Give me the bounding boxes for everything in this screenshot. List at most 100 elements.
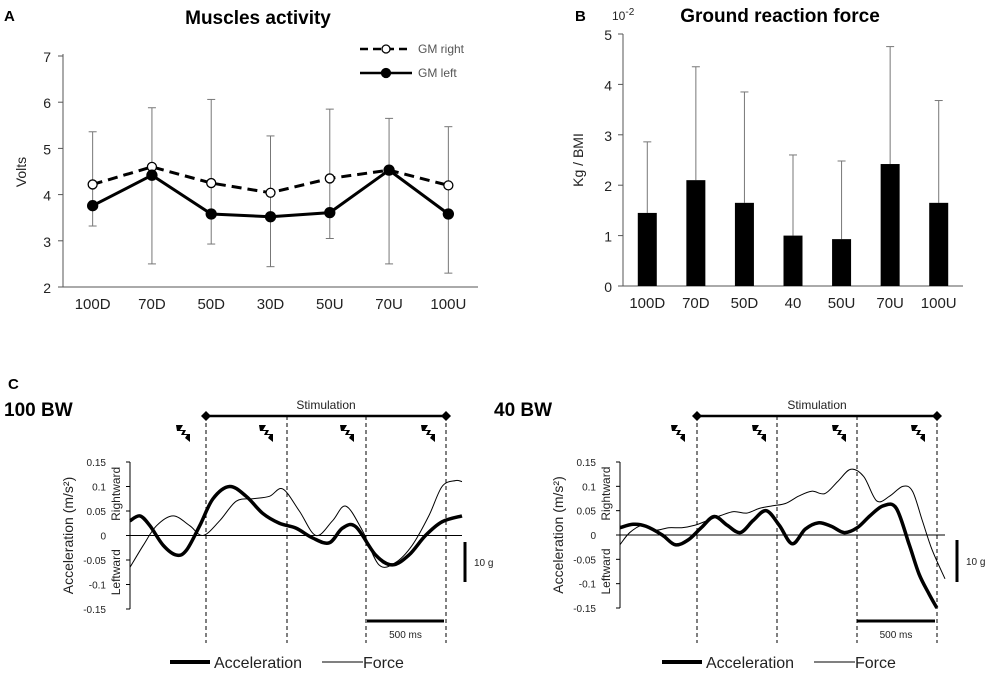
chart-a-data-point bbox=[87, 179, 98, 190]
stimulation-bolt-icon bbox=[832, 425, 846, 442]
chart-b-x-tick-label: 100U bbox=[921, 295, 957, 312]
chart-c-y-tick-label: 0.05 bbox=[87, 507, 107, 518]
stimulation-bolt-icon bbox=[176, 425, 190, 442]
chart-a-y-tick-label: 7 bbox=[43, 49, 51, 65]
chart-c-time-scale-label: 500 ms bbox=[389, 630, 422, 641]
chart-a-x-tick-label: 50D bbox=[197, 296, 225, 313]
chart-c-y-tick-label: 0.1 bbox=[92, 483, 106, 494]
chart-c-legend-force-label: Force bbox=[363, 655, 404, 672]
chart-b-x-tick-label: 70D bbox=[682, 295, 710, 312]
chart-b-x-tick-label: 50U bbox=[828, 295, 856, 312]
chart-c-force-scale-label: 10 g bbox=[966, 557, 985, 568]
chart-c-direction-left: Leftward bbox=[599, 548, 613, 594]
chart-a-data-point bbox=[146, 169, 158, 181]
stimulation-bolt-icon bbox=[671, 425, 685, 442]
chart-a-x-tick-label: 30D bbox=[257, 296, 285, 313]
chart-a-title: Muscles activity bbox=[185, 8, 331, 29]
chart-b-bar bbox=[929, 202, 949, 286]
chart-a-data-point bbox=[205, 208, 217, 220]
chart-c-direction-left: Leftward bbox=[109, 549, 123, 595]
chart-c-y-tick-label: 0 bbox=[590, 531, 596, 542]
chart-a-data-point bbox=[264, 211, 277, 223]
chart-c-stimulation-label: Stimulation bbox=[787, 398, 846, 412]
chart-c-y-tick-label: 0 bbox=[100, 532, 106, 543]
chart-b-y-tick-label: 3 bbox=[604, 128, 612, 144]
chart-a-y-tick-label: 5 bbox=[43, 141, 51, 157]
stimulation-bolt-icon bbox=[259, 425, 273, 442]
chart-b-bar bbox=[832, 239, 852, 286]
chart-a-legend-label: GM right bbox=[418, 42, 465, 56]
stimulation-bolt-icon bbox=[911, 425, 925, 442]
chart-c-y-tick-label: -0.05 bbox=[83, 556, 106, 567]
chart-c-legend-acceleration-label: Acceleration bbox=[214, 655, 302, 672]
panel-letter-c: C bbox=[8, 376, 19, 393]
chart-b-y-tick-label: 1 bbox=[604, 229, 612, 245]
chart-c-time-scale-label: 500 ms bbox=[880, 630, 913, 641]
chart-a-legend-marker bbox=[380, 67, 392, 79]
chart-b-x-tick-label: 40 bbox=[785, 295, 802, 312]
chart-c-y-tick-label: -0.1 bbox=[579, 580, 597, 591]
chart-c-force-scale-label: 10 g bbox=[474, 558, 493, 569]
chart-c2-title: 40 BW bbox=[494, 400, 552, 421]
chart-b-bar bbox=[734, 202, 754, 286]
chart-a-x-tick-label: 70D bbox=[138, 296, 166, 313]
chart-a-data-point bbox=[383, 164, 395, 176]
chart-b-plot: 0 1 2 3 4 5 100D 70D 50D 40 50U 70U 100U bbox=[604, 27, 963, 312]
chart-c-force-line bbox=[129, 479, 463, 568]
chart-c-y-tick-label: -0.05 bbox=[573, 555, 596, 566]
chart-a-data-point bbox=[206, 177, 217, 189]
chart-b-bar bbox=[783, 235, 803, 286]
chart-c-force-line bbox=[619, 468, 946, 580]
panel-letter-a: A bbox=[4, 8, 15, 25]
chart-b-y-tick-label: 4 bbox=[604, 77, 612, 93]
chart-a-y-tick-label: 4 bbox=[43, 188, 51, 204]
chart-a-ylabel: Volts bbox=[13, 157, 29, 187]
chart-c-y-tick-label: 0.05 bbox=[577, 507, 597, 518]
chart-a-data-point bbox=[324, 206, 336, 219]
chart-a-y-tick-label: 2 bbox=[43, 280, 51, 296]
chart-a-plot: 2 3 4 5 6 7 100D 70D 50D 30D 50U 70U 100U GM right GM … bbox=[43, 42, 478, 313]
chart-b-title: Ground reaction force bbox=[680, 6, 880, 27]
chart-c-acceleration-line bbox=[129, 484, 463, 567]
chart-c-y-tick-label: -0.15 bbox=[83, 605, 106, 616]
chart-b-y-tick-label: 0 bbox=[604, 279, 612, 295]
chart-c-legend-acceleration-label: Acceleration bbox=[706, 655, 794, 672]
chart-a-data-point bbox=[324, 173, 335, 184]
chart-a-data-point bbox=[443, 180, 454, 191]
chart-b-x-tick-label: 50D bbox=[731, 295, 759, 312]
chart-b-y-tick-label: 5 bbox=[604, 27, 612, 43]
chart-a-data-point bbox=[86, 200, 99, 212]
chart-c-acceleration-line bbox=[619, 502, 939, 609]
stimulation-bolt-icon bbox=[421, 425, 435, 442]
chart-b-bar bbox=[880, 164, 900, 286]
chart-c-y-tick-label: -0.1 bbox=[89, 581, 107, 592]
stimulation-bolt-icon bbox=[340, 425, 354, 442]
chart-a-x-tick-label: 50U bbox=[316, 296, 344, 313]
chart-c-y-tick-label: 0.15 bbox=[577, 458, 597, 469]
chart-b-x-tick-label: 70U bbox=[876, 295, 904, 312]
chart-a-y-tick-label: 6 bbox=[43, 95, 51, 111]
chart-b-x-tick-label: 100D bbox=[629, 295, 665, 312]
chart-c-direction-right: Rightward bbox=[599, 467, 613, 521]
chart-c1-title: 100 BW bbox=[4, 400, 73, 421]
chart-c-y-tick-label: 0.15 bbox=[87, 458, 107, 469]
chart-b-bar bbox=[637, 212, 657, 286]
chart-b-ylabel: Kg / BMI bbox=[570, 133, 586, 187]
chart-c1-plot: Acceleration (m/s²) RightwardLeftward0.15… bbox=[60, 398, 493, 672]
chart-a-x-tick-label: 70U bbox=[375, 296, 403, 313]
chart-a-data-point bbox=[265, 187, 276, 198]
chart-c2-plot: Acceleration (m/s²) RightwardLeftward0.15… bbox=[550, 398, 985, 672]
chart-b-y-tick-label: 2 bbox=[604, 178, 612, 194]
chart-c-y-tick-label: -0.15 bbox=[573, 604, 596, 615]
chart-a-data-point bbox=[442, 208, 455, 220]
chart-c-ylabel: Acceleration (m/s²) bbox=[60, 477, 76, 594]
chart-b-bar bbox=[686, 180, 706, 286]
stimulation-bolt-icon bbox=[752, 425, 766, 442]
panel-letter-b: B bbox=[575, 8, 586, 25]
chart-a-legend-label: GM left bbox=[418, 66, 457, 80]
chart-c-legend-force-label: Force bbox=[855, 655, 896, 672]
chart-b-multiplier: 10-2 bbox=[612, 7, 635, 23]
chart-a-y-tick-label: 3 bbox=[43, 234, 51, 250]
chart-c-stimulation-label: Stimulation bbox=[296, 398, 355, 412]
